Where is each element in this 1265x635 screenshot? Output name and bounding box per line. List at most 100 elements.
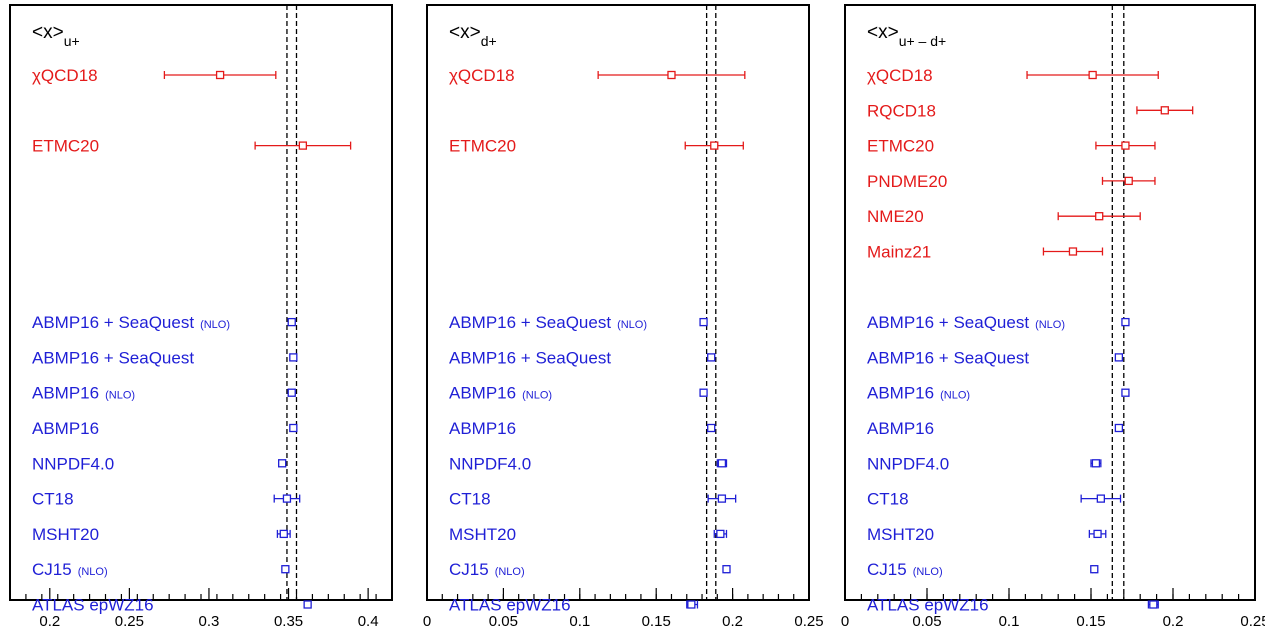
row-label: ATLAS epWZ16 <box>449 596 571 615</box>
x-tick-label: 0.25 <box>1240 613 1265 630</box>
row-label-text: CT18 <box>449 490 491 509</box>
data-point <box>215 70 225 80</box>
x-tick-label: 0.05 <box>912 613 941 630</box>
row-label-text: ABMP16 + SeaQuest <box>32 313 194 332</box>
row-label-text: RQCD18 <box>867 101 936 120</box>
row-label-text: Mainz21 <box>867 243 931 262</box>
data-point <box>289 353 298 362</box>
row-label: ABMP16 + SeaQuest <box>867 348 1029 367</box>
row-label: ATLAS epWZ16 <box>32 596 154 615</box>
row-label: MSHT20 <box>867 525 934 544</box>
row-label: ABMP16 <box>32 419 99 438</box>
data-point <box>1121 317 1130 327</box>
row-label: ABMP16 <box>449 419 516 438</box>
row-label: CT18 <box>449 490 491 509</box>
row-label-text: ETMC20 <box>32 137 99 156</box>
row-label: NNPDF4.0 <box>449 454 531 473</box>
row-label-text: CT18 <box>867 490 909 509</box>
row-label: ATLAS epWZ16 <box>867 596 989 615</box>
x-tick-label: 0.15 <box>1076 613 1105 630</box>
chart-title-main: <x> <box>867 22 899 43</box>
row-label-text: ABMP16 + SeaQuest <box>32 348 194 367</box>
row-label: NNPDF4.0 <box>867 454 949 473</box>
row-label-text: ABMP16 + SeaQuest <box>449 313 611 332</box>
row-label-nlo: (NLO) <box>105 390 135 402</box>
data-point <box>699 388 708 397</box>
x-tick-label: 0 <box>841 613 849 630</box>
data-point <box>287 388 296 397</box>
data-point <box>303 600 312 609</box>
row-label: χQCD18 <box>32 66 98 85</box>
row-label: ABMP16 (NLO) <box>32 384 135 403</box>
row-label: ABMP16 + SeaQuest (NLO) <box>32 313 230 332</box>
row-label-text: ETMC20 <box>867 137 934 156</box>
x-tick-label: 0.35 <box>274 613 303 630</box>
row-label-text: ATLAS epWZ16 <box>32 596 154 615</box>
row-label: RQCD18 <box>867 101 936 120</box>
data-point <box>298 141 308 150</box>
row-label-text: ABMP16 <box>32 384 99 403</box>
row-label-nlo: (NLO) <box>940 390 970 402</box>
row-label-text: NNPDF4.0 <box>449 454 531 473</box>
row-label-text: MSHT20 <box>867 525 934 544</box>
chart-panel-2: <x>d+ 0 0.05 0.1 0.15 0.2 0.25 χQCD18 ETMC20 ABMP… <box>423 4 824 630</box>
x-tick-label: 0.1 <box>999 613 1020 630</box>
data-point <box>1121 388 1130 397</box>
row-label: χQCD18 <box>867 66 933 85</box>
row-label-text: NNPDF4.0 <box>32 454 114 473</box>
row-label-text: ATLAS epWZ16 <box>449 596 571 615</box>
data-point <box>287 317 296 327</box>
plot-frame <box>844 4 1256 601</box>
chart-title: <x>u+ – d+ <box>867 22 946 49</box>
row-label-nlo: (NLO) <box>495 566 525 578</box>
row-label: ETMC20 <box>449 137 516 156</box>
data-point <box>278 459 287 468</box>
row-label-text: CJ15 <box>867 560 907 579</box>
chart-title: <x>u+ <box>32 22 80 49</box>
x-tick-label: 0.2 <box>39 613 60 630</box>
data-point <box>722 565 731 574</box>
chart-title-subscript: u+ – d+ <box>899 33 947 49</box>
row-label-nlo: (NLO) <box>200 319 230 331</box>
row-label: MSHT20 <box>449 525 516 544</box>
chart-title-main: <x> <box>32 22 64 43</box>
chart-panel-3: <x>u+ – d+ 0 0.05 0.1 0.15 0.2 0.25 χQCD18 RQCD1… <box>841 4 1265 630</box>
row-label: ABMP16 (NLO) <box>449 384 552 403</box>
row-label-text: MSHT20 <box>449 525 516 544</box>
row-label-text: ABMP16 <box>449 419 516 438</box>
row-label-nlo: (NLO) <box>1035 319 1065 331</box>
data-point <box>1091 459 1101 468</box>
row-label-nlo: (NLO) <box>913 566 943 578</box>
data-point <box>1114 353 1124 362</box>
x-tick-label: 0.3 <box>199 613 220 630</box>
row-label-text: χQCD18 <box>32 66 98 85</box>
data-point <box>1121 141 1130 150</box>
data-point <box>1096 494 1105 503</box>
row-label-text: ATLAS epWZ16 <box>867 596 989 615</box>
row-label: CT18 <box>32 490 74 509</box>
chart-title: <x>d+ <box>449 22 497 49</box>
data-point <box>717 494 727 503</box>
row-label-text: CT18 <box>32 490 74 509</box>
row-label-text: χQCD18 <box>867 66 933 85</box>
row-label-nlo: (NLO) <box>522 390 552 402</box>
row-label-text: ABMP16 <box>449 384 516 403</box>
x-tick-label: 0.25 <box>794 613 823 630</box>
data-point <box>717 459 727 468</box>
row-label: ABMP16 (NLO) <box>867 384 970 403</box>
row-label: CJ15 (NLO) <box>867 560 943 579</box>
data-point <box>1088 70 1097 80</box>
row-label: ETMC20 <box>867 137 934 156</box>
row-label-text: χQCD18 <box>449 66 515 85</box>
x-tick-label: 0.2 <box>1163 613 1184 630</box>
x-tick-label: 0.2 <box>722 613 743 630</box>
data-point <box>1095 212 1104 221</box>
row-label: χQCD18 <box>449 66 515 85</box>
row-label: ABMP16 + SeaQuest <box>449 348 611 367</box>
data-point <box>1149 600 1158 609</box>
x-tick-label: 0 <box>423 613 431 630</box>
row-label: NME20 <box>867 207 924 226</box>
row-label-text: ABMP16 + SeaQuest <box>449 348 611 367</box>
data-point <box>667 70 676 80</box>
row-label-nlo: (NLO) <box>617 319 647 331</box>
